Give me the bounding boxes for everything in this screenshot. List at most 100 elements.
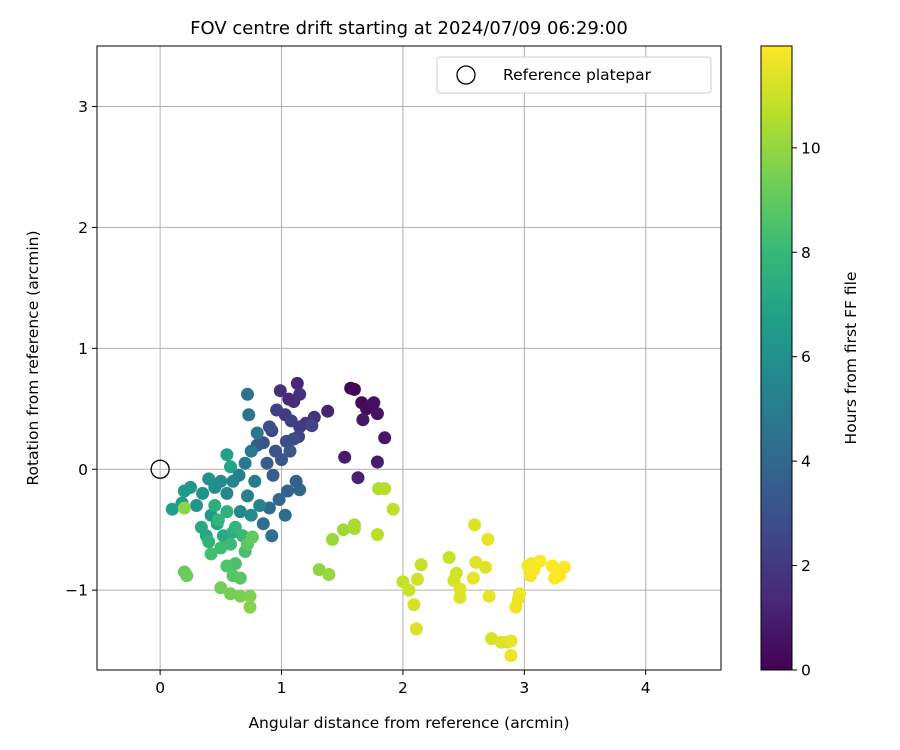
- data-point: [241, 387, 254, 401]
- data-point: [238, 456, 252, 470]
- data-point: [466, 571, 480, 585]
- data-point: [180, 569, 194, 583]
- reference-marker: [150, 459, 170, 479]
- data-point: [504, 649, 518, 662]
- data-point: [557, 560, 571, 574]
- x-tick-label: 1: [277, 679, 287, 697]
- y-tick-label: −1: [65, 582, 88, 600]
- data-point: [220, 486, 234, 500]
- data-point: [220, 505, 234, 519]
- data-point: [177, 484, 191, 498]
- data-point: [321, 404, 335, 418]
- data-point: [290, 376, 304, 390]
- data-point: [312, 563, 326, 577]
- data-point: [281, 484, 295, 498]
- data-points: [165, 376, 571, 662]
- colorbar-tick-label: 0: [801, 662, 811, 680]
- y-tick-label: 2: [78, 219, 88, 237]
- data-point: [233, 589, 247, 603]
- data-point: [545, 559, 559, 573]
- data-point: [177, 501, 191, 515]
- data-point: [250, 426, 264, 440]
- x-axis-ticks: 0 1 2 3 4: [155, 670, 651, 697]
- colorbar-ticks: 0 2 4 6 8 10: [792, 139, 821, 680]
- data-point: [293, 387, 307, 401]
- data-point: [243, 600, 257, 614]
- data-point: [378, 431, 392, 445]
- data-point: [402, 583, 416, 597]
- data-point: [378, 482, 392, 496]
- data-point: [414, 558, 428, 572]
- data-point: [190, 499, 203, 512]
- colorbar-tick-label: 4: [801, 453, 811, 471]
- data-point: [202, 535, 216, 549]
- data-point: [411, 572, 424, 586]
- data-point: [211, 513, 225, 527]
- data-point: [243, 589, 257, 603]
- data-point: [482, 589, 496, 603]
- data-point: [265, 529, 279, 543]
- data-point: [273, 384, 287, 398]
- y-tick-label: 1: [78, 340, 88, 358]
- data-point: [220, 448, 234, 462]
- data-point: [248, 474, 262, 488]
- data-point: [338, 450, 352, 464]
- data-point: [233, 571, 247, 585]
- data-point: [272, 493, 286, 506]
- data-point: [214, 541, 228, 555]
- data-point: [194, 520, 208, 534]
- data-point: [293, 483, 307, 497]
- x-axis-label: Angular distance from reference (arcmin): [248, 714, 569, 732]
- data-point: [283, 444, 297, 458]
- data-point: [224, 460, 237, 474]
- data-point: [278, 508, 292, 522]
- data-point: [224, 587, 237, 601]
- data-point: [305, 419, 319, 433]
- data-point: [468, 518, 482, 532]
- data-point: [326, 532, 339, 546]
- legend: Reference platepar: [436, 56, 712, 94]
- colorbar-tick-label: 6: [801, 348, 811, 366]
- x-tick-label: 4: [641, 679, 651, 697]
- data-point: [370, 528, 384, 542]
- data-point: [262, 420, 276, 434]
- data-point: [347, 382, 361, 396]
- y-tick-label: 0: [78, 461, 88, 479]
- data-point: [284, 414, 298, 428]
- data-point: [256, 517, 270, 531]
- data-point: [220, 559, 234, 573]
- data-point: [370, 407, 384, 421]
- data-point: [367, 396, 381, 410]
- data-point: [409, 622, 423, 636]
- colorbar-label: Hours from first FF file: [842, 272, 860, 445]
- data-point: [504, 634, 518, 648]
- data-point: [202, 472, 216, 486]
- legend-box: [436, 56, 712, 94]
- y-tick-label: 3: [78, 98, 88, 116]
- data-point: [242, 408, 256, 422]
- data-point: [370, 455, 384, 469]
- data-point: [266, 468, 280, 482]
- data-point: [481, 532, 495, 546]
- colorbar: 0 2 4 6 8 10 Hours from first FF file: [760, 45, 860, 680]
- legend-label: Reference platepar: [503, 66, 652, 84]
- colorbar-tick-label: 2: [801, 557, 811, 575]
- data-point: [453, 582, 467, 596]
- data-point: [469, 555, 483, 569]
- data-point: [260, 456, 274, 470]
- chart-title: FOV centre drift starting at 2024/07/09 …: [190, 18, 628, 39]
- data-point: [208, 499, 222, 512]
- data-point: [204, 547, 218, 561]
- colorbar-gradient: [760, 45, 793, 671]
- data-point: [228, 520, 242, 534]
- data-point: [442, 551, 456, 564]
- data-point: [165, 502, 179, 516]
- colorbar-tick-label: 10: [801, 139, 821, 157]
- data-point: [275, 453, 288, 467]
- data-point: [287, 432, 301, 446]
- data-point: [196, 486, 210, 500]
- data-point: [244, 508, 258, 522]
- data-point: [253, 499, 267, 512]
- data-point: [336, 523, 350, 537]
